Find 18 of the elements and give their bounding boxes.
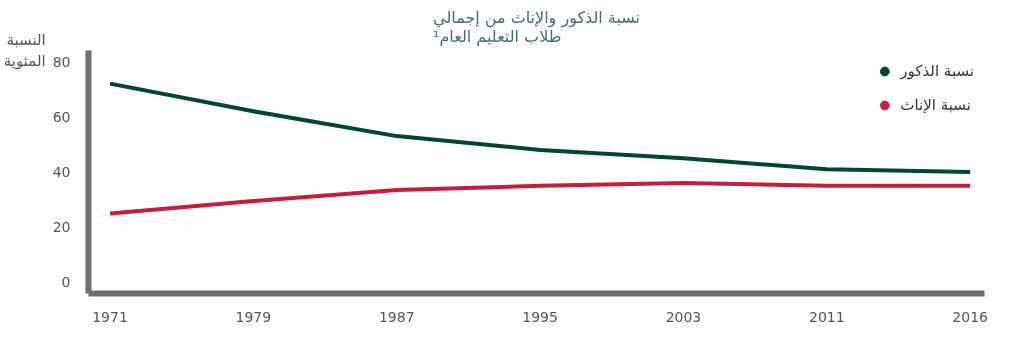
legend-label: نسبة الذكور (900, 62, 974, 80)
y-tick-label: 20 (52, 219, 71, 236)
y-tick-label: 40 (52, 164, 71, 180)
x-tick-label: 1987 (378, 308, 415, 325)
y-tick-label: 60 (52, 108, 71, 125)
x-tick-label: 1971 (92, 308, 128, 325)
line-series (108, 81, 973, 174)
x-tick-label: 1995 (522, 308, 558, 325)
legend-label: نسبة الإناث (900, 96, 971, 114)
x-tick-label: 2011 (808, 308, 845, 325)
x-tick-label: 2016 (952, 308, 989, 325)
x-tick-label: 2003 (665, 308, 702, 325)
y-axis-title: النسبة المئوية (3, 30, 46, 71)
y-tick-label: 0 (61, 274, 71, 291)
y-tick-label: 80 (52, 53, 71, 70)
line-series (108, 181, 973, 216)
chart-title: نسبة الذكور والإناث من إجمالي طلاب التعليم العام¹ (433, 7, 640, 46)
x-tick-label: 1979 (235, 308, 272, 325)
